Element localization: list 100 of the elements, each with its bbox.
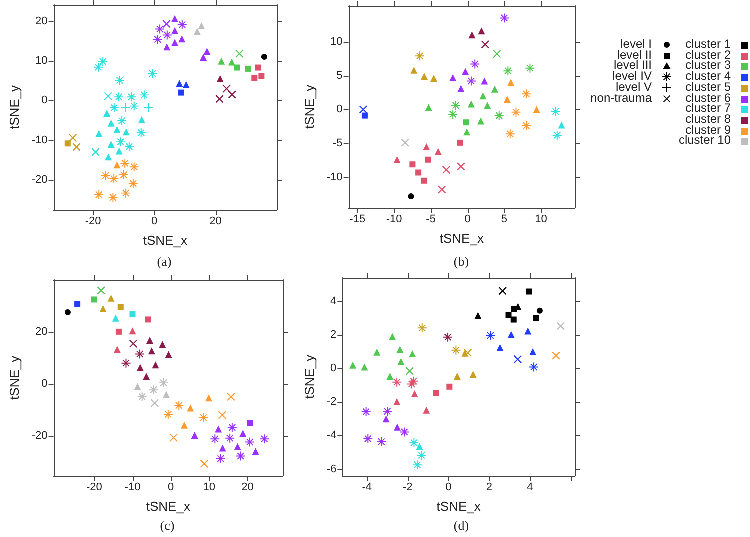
point bbox=[410, 162, 416, 168]
point bbox=[423, 143, 430, 150]
point bbox=[152, 362, 160, 369]
point bbox=[463, 120, 470, 126]
point bbox=[130, 340, 138, 348]
point bbox=[187, 404, 194, 412]
point bbox=[524, 328, 532, 335]
point bbox=[416, 442, 424, 450]
point bbox=[377, 437, 386, 446]
point bbox=[164, 410, 173, 419]
point bbox=[423, 406, 430, 414]
y-tick-label: 0 bbox=[42, 378, 48, 390]
y-tick-label: 5 bbox=[336, 70, 343, 82]
y-tick-label: 10 bbox=[36, 55, 48, 68]
point bbox=[474, 312, 482, 320]
point bbox=[552, 130, 562, 140]
point bbox=[481, 78, 488, 85]
point bbox=[442, 166, 450, 174]
point bbox=[194, 28, 201, 36]
point bbox=[452, 101, 461, 110]
point bbox=[438, 186, 446, 194]
point bbox=[526, 288, 532, 295]
y-axis-title: tSNE_y bbox=[7, 84, 22, 130]
point bbox=[425, 104, 432, 112]
point bbox=[457, 140, 464, 146]
x-axis-title: tSNE_x bbox=[436, 499, 482, 514]
point bbox=[448, 110, 458, 119]
point bbox=[108, 120, 115, 127]
point bbox=[481, 40, 490, 49]
point bbox=[558, 122, 566, 129]
point bbox=[506, 312, 512, 318]
x-tick-label: -2 bbox=[403, 482, 413, 494]
point bbox=[69, 134, 78, 142]
point bbox=[172, 27, 179, 34]
point bbox=[172, 15, 179, 22]
point bbox=[454, 372, 461, 380]
x-tick-label: 10 bbox=[535, 214, 548, 226]
point bbox=[178, 90, 184, 96]
point bbox=[444, 332, 453, 342]
point bbox=[434, 148, 442, 156]
point bbox=[386, 372, 394, 380]
point bbox=[425, 156, 432, 163]
point bbox=[104, 110, 111, 117]
point bbox=[350, 362, 357, 369]
x-tick-label: 20 bbox=[242, 482, 254, 494]
y-tick-label: -2 bbox=[326, 396, 337, 408]
point bbox=[394, 424, 401, 431]
point bbox=[410, 66, 418, 74]
point bbox=[496, 344, 504, 352]
point bbox=[114, 346, 121, 354]
point bbox=[361, 364, 368, 371]
y-tick-label: -4 bbox=[326, 430, 337, 442]
point bbox=[91, 296, 98, 303]
x-tick-label: 10 bbox=[203, 482, 216, 494]
point bbox=[430, 75, 438, 82]
point bbox=[114, 92, 124, 102]
point bbox=[522, 90, 532, 99]
point bbox=[247, 420, 254, 426]
x-tick-label: -4 bbox=[362, 482, 372, 494]
point bbox=[200, 460, 208, 468]
point bbox=[191, 432, 198, 439]
point bbox=[522, 121, 532, 130]
point bbox=[396, 346, 404, 354]
point bbox=[394, 156, 401, 164]
point bbox=[491, 86, 498, 93]
point bbox=[100, 305, 107, 312]
y-tick-label: -5 bbox=[333, 138, 343, 150]
point bbox=[394, 398, 401, 406]
y-tick-label: 0 bbox=[42, 94, 48, 107]
point bbox=[412, 460, 422, 470]
point bbox=[470, 370, 477, 378]
point bbox=[478, 28, 486, 35]
point bbox=[556, 322, 565, 330]
point bbox=[389, 333, 396, 340]
point bbox=[416, 52, 425, 61]
point bbox=[416, 170, 422, 176]
y-tick-label: 0 bbox=[330, 362, 337, 375]
point bbox=[122, 128, 130, 136]
point bbox=[508, 331, 515, 338]
point bbox=[411, 390, 418, 398]
point bbox=[129, 328, 136, 335]
point bbox=[401, 138, 410, 147]
point bbox=[382, 416, 390, 423]
point bbox=[130, 312, 136, 318]
x-tick-label: 0 bbox=[446, 482, 452, 494]
point bbox=[108, 294, 115, 302]
x-tick-label: 4 bbox=[527, 482, 534, 494]
x-tick-label: 0 bbox=[151, 216, 158, 228]
point bbox=[362, 112, 368, 119]
point bbox=[116, 148, 123, 155]
point bbox=[468, 32, 476, 39]
point bbox=[112, 314, 120, 322]
point bbox=[409, 350, 416, 358]
point bbox=[406, 367, 414, 376]
x-tick-label: 2 bbox=[486, 482, 492, 494]
point bbox=[219, 444, 226, 452]
point bbox=[144, 103, 154, 112]
point bbox=[464, 128, 471, 136]
point bbox=[118, 116, 127, 126]
x-tick-label: 0 bbox=[464, 214, 471, 226]
